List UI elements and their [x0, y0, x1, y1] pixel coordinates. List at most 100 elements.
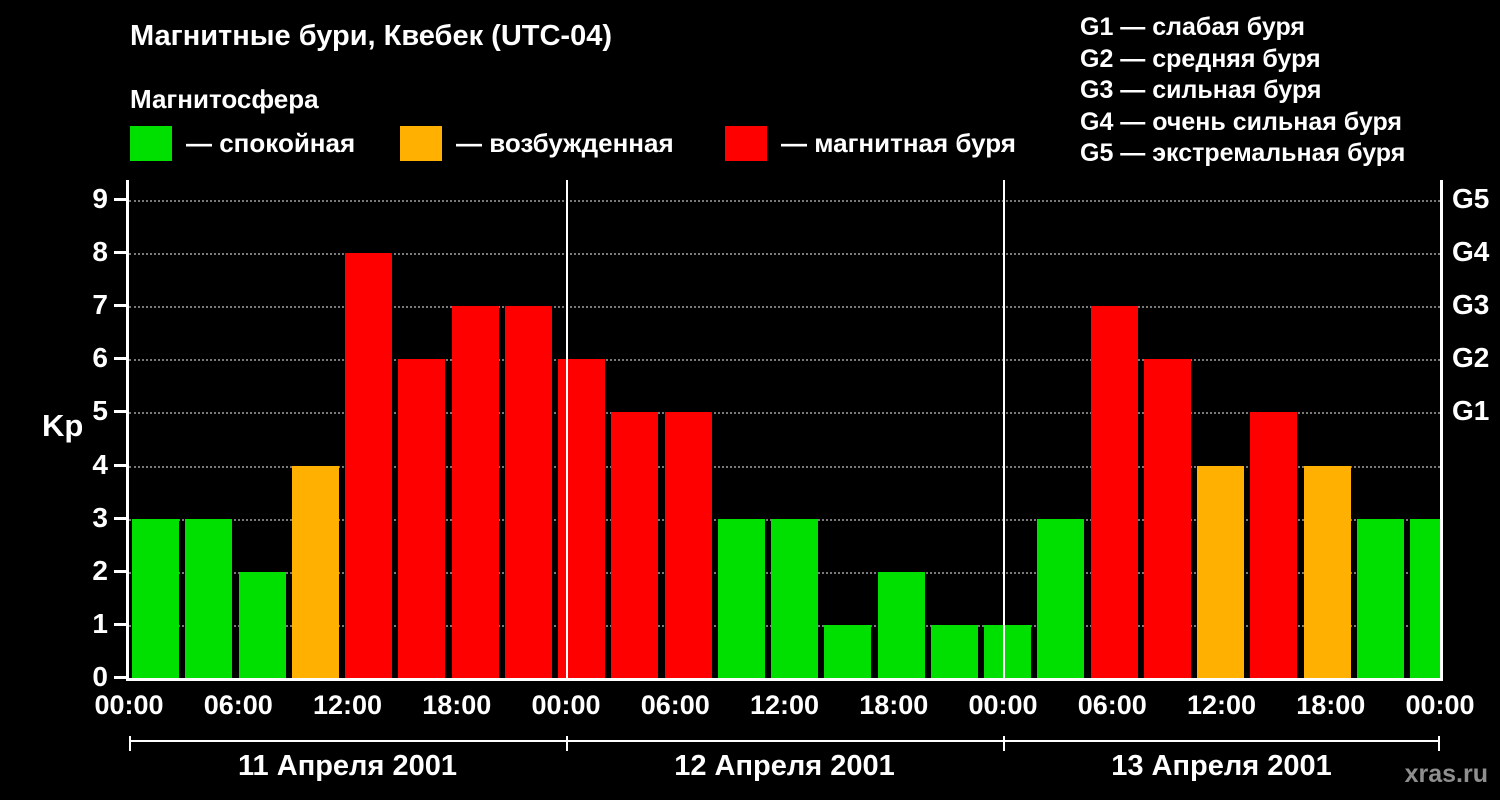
x-axis-time-label: 12:00 — [749, 690, 820, 720]
y-axis-label-4: 4 — [92, 448, 108, 480]
gridline-kp-8 — [129, 253, 1440, 256]
x-axis-time-label: 18:00 — [1296, 690, 1366, 720]
legend-item-quiet: — спокойная — [130, 126, 355, 161]
x-axis-time-label: 00:00 — [94, 690, 164, 720]
kp-bar — [132, 518, 179, 678]
kp-bar — [185, 518, 233, 678]
y-axis-tick — [114, 357, 126, 361]
watermark: xras.ru — [1404, 760, 1488, 788]
right-axis-label-g1: G1 — [1452, 395, 1490, 427]
y-axis-tick — [114, 304, 126, 308]
y-axis-label-2: 2 — [92, 554, 108, 586]
kp-bar — [930, 624, 978, 678]
y-axis-tick — [114, 622, 126, 626]
kp-bar — [345, 253, 392, 678]
x-axis-time-label: 12:00 — [312, 690, 383, 720]
y-axis-tick — [114, 463, 126, 467]
right-axis-label-g5: G5 — [1452, 183, 1490, 214]
x-axis-time-label: 18:00 — [859, 690, 929, 720]
gridline-kp-6 — [129, 359, 1440, 362]
date-label-day-1: 11 Апреля 2001 — [238, 750, 457, 782]
date-label-day-2: 12 Апреля 2001 — [674, 750, 895, 782]
x-axis-time-label: 06:00 — [203, 690, 273, 720]
y-axis-tick — [114, 251, 126, 255]
legend-swatch-storm — [725, 126, 767, 161]
storm-scale-line-g5: G5 — экстремальная буря — [1080, 139, 1406, 167]
date-ruler-line — [129, 740, 1440, 742]
kp-bar — [1090, 306, 1138, 678]
y-axis-tick — [114, 198, 126, 201]
y-axis-tick — [114, 410, 126, 414]
storm-scale-line-g3: G3 — сильная буря — [1080, 76, 1322, 104]
kp-bar — [984, 624, 1031, 678]
storm-scale-line-g1: G1 — слабая буря — [1080, 13, 1306, 41]
x-axis-time-label: 00:00 — [1405, 690, 1475, 720]
y-axis-title: Kp — [42, 408, 84, 443]
kp-bar — [1143, 359, 1191, 678]
legend-label-quiet: — спокойная — [186, 128, 356, 158]
y-axis-label-0: 0 — [92, 661, 108, 692]
gridline-kp-9 — [129, 200, 1440, 202]
kp-bar — [238, 571, 286, 678]
x-axis-time-label: 06:00 — [640, 690, 710, 720]
kp-bar — [558, 359, 605, 678]
kp-bar — [291, 465, 339, 678]
legend-swatch-quiet — [130, 126, 172, 161]
legend-swatch-unsettled — [400, 126, 442, 161]
color-legend: — спокойная — возбужденная — магнитная бур… — [0, 126, 1100, 168]
gridline-kp-5 — [129, 412, 1440, 415]
y-axis-label-8: 8 — [92, 236, 108, 268]
x-axis-time-label: 12:00 — [1186, 690, 1257, 720]
kp-bar — [1037, 518, 1085, 678]
gridline-kp-7 — [129, 306, 1440, 309]
legend-item-storm: — магнитная буря — [725, 126, 1016, 161]
chart-title: Магнитные бури, Квебек (UTC-04) — [130, 20, 612, 52]
storm-scale-legend: G1 — слабая буря G2 — средняя буря G3 — си… — [1080, 12, 1405, 170]
y-axis-line — [126, 180, 129, 681]
kp-bar — [504, 306, 552, 678]
kp-bar — [1356, 518, 1404, 678]
legend-item-unsettled: — возбужденная — [400, 126, 674, 161]
x-axis-line — [126, 678, 1443, 681]
kp-bar — [1303, 465, 1351, 678]
right-axis-label-g3: G3 — [1452, 289, 1490, 321]
kp-bar — [877, 571, 925, 678]
y-axis-label-7: 7 — [92, 289, 108, 321]
date-ruler-tick — [566, 736, 568, 751]
date-ruler-tick — [1438, 736, 1440, 751]
x-axis-time-label: 18:00 — [422, 690, 492, 720]
y-axis-tick — [114, 516, 126, 520]
gridline-kp-4 — [129, 465, 1440, 468]
y-axis-label-6: 6 — [92, 342, 108, 374]
plot-area — [129, 180, 1440, 678]
right-axis-label-g2: G2 — [1452, 342, 1490, 374]
magnetosphere-subtitle: Магнитосфера — [130, 84, 319, 114]
day-separator-line — [566, 180, 568, 678]
storm-scale-line-g2: G2 — средняя буря — [1080, 44, 1321, 73]
kp-bar — [771, 518, 818, 678]
y-axis-label-5: 5 — [92, 395, 108, 427]
right-axis-line — [1440, 180, 1443, 681]
date-ruler-tick — [1003, 736, 1005, 751]
kp-bar — [398, 359, 446, 678]
date-ruler-tick — [129, 736, 131, 751]
kp-bar — [664, 412, 712, 678]
kp-bar — [611, 412, 659, 678]
kp-bar — [1197, 465, 1244, 678]
legend-label-unsettled: — возбужденная — [456, 128, 674, 158]
day-separator-line — [1003, 180, 1005, 678]
storm-scale-line-g4: G4 — очень сильная буря — [1080, 107, 1402, 136]
y-axis-label-1: 1 — [92, 607, 108, 639]
kp-bar — [1250, 412, 1298, 678]
kp-bar — [451, 306, 499, 678]
right-axis-label-g4: G4 — [1452, 236, 1490, 268]
y-axis-label-9: 9 — [92, 183, 108, 214]
kp-bar — [1410, 518, 1440, 678]
date-label-day-3: 13 Апреля 2001 — [1111, 750, 1332, 782]
x-axis-time-label: 00:00 — [968, 690, 1038, 720]
x-axis-time-label: 00:00 — [531, 690, 601, 720]
y-axis-tick — [114, 676, 126, 679]
kp-bar — [717, 518, 765, 678]
x-axis-time-label: 06:00 — [1077, 690, 1147, 720]
y-axis-tick — [114, 569, 126, 573]
